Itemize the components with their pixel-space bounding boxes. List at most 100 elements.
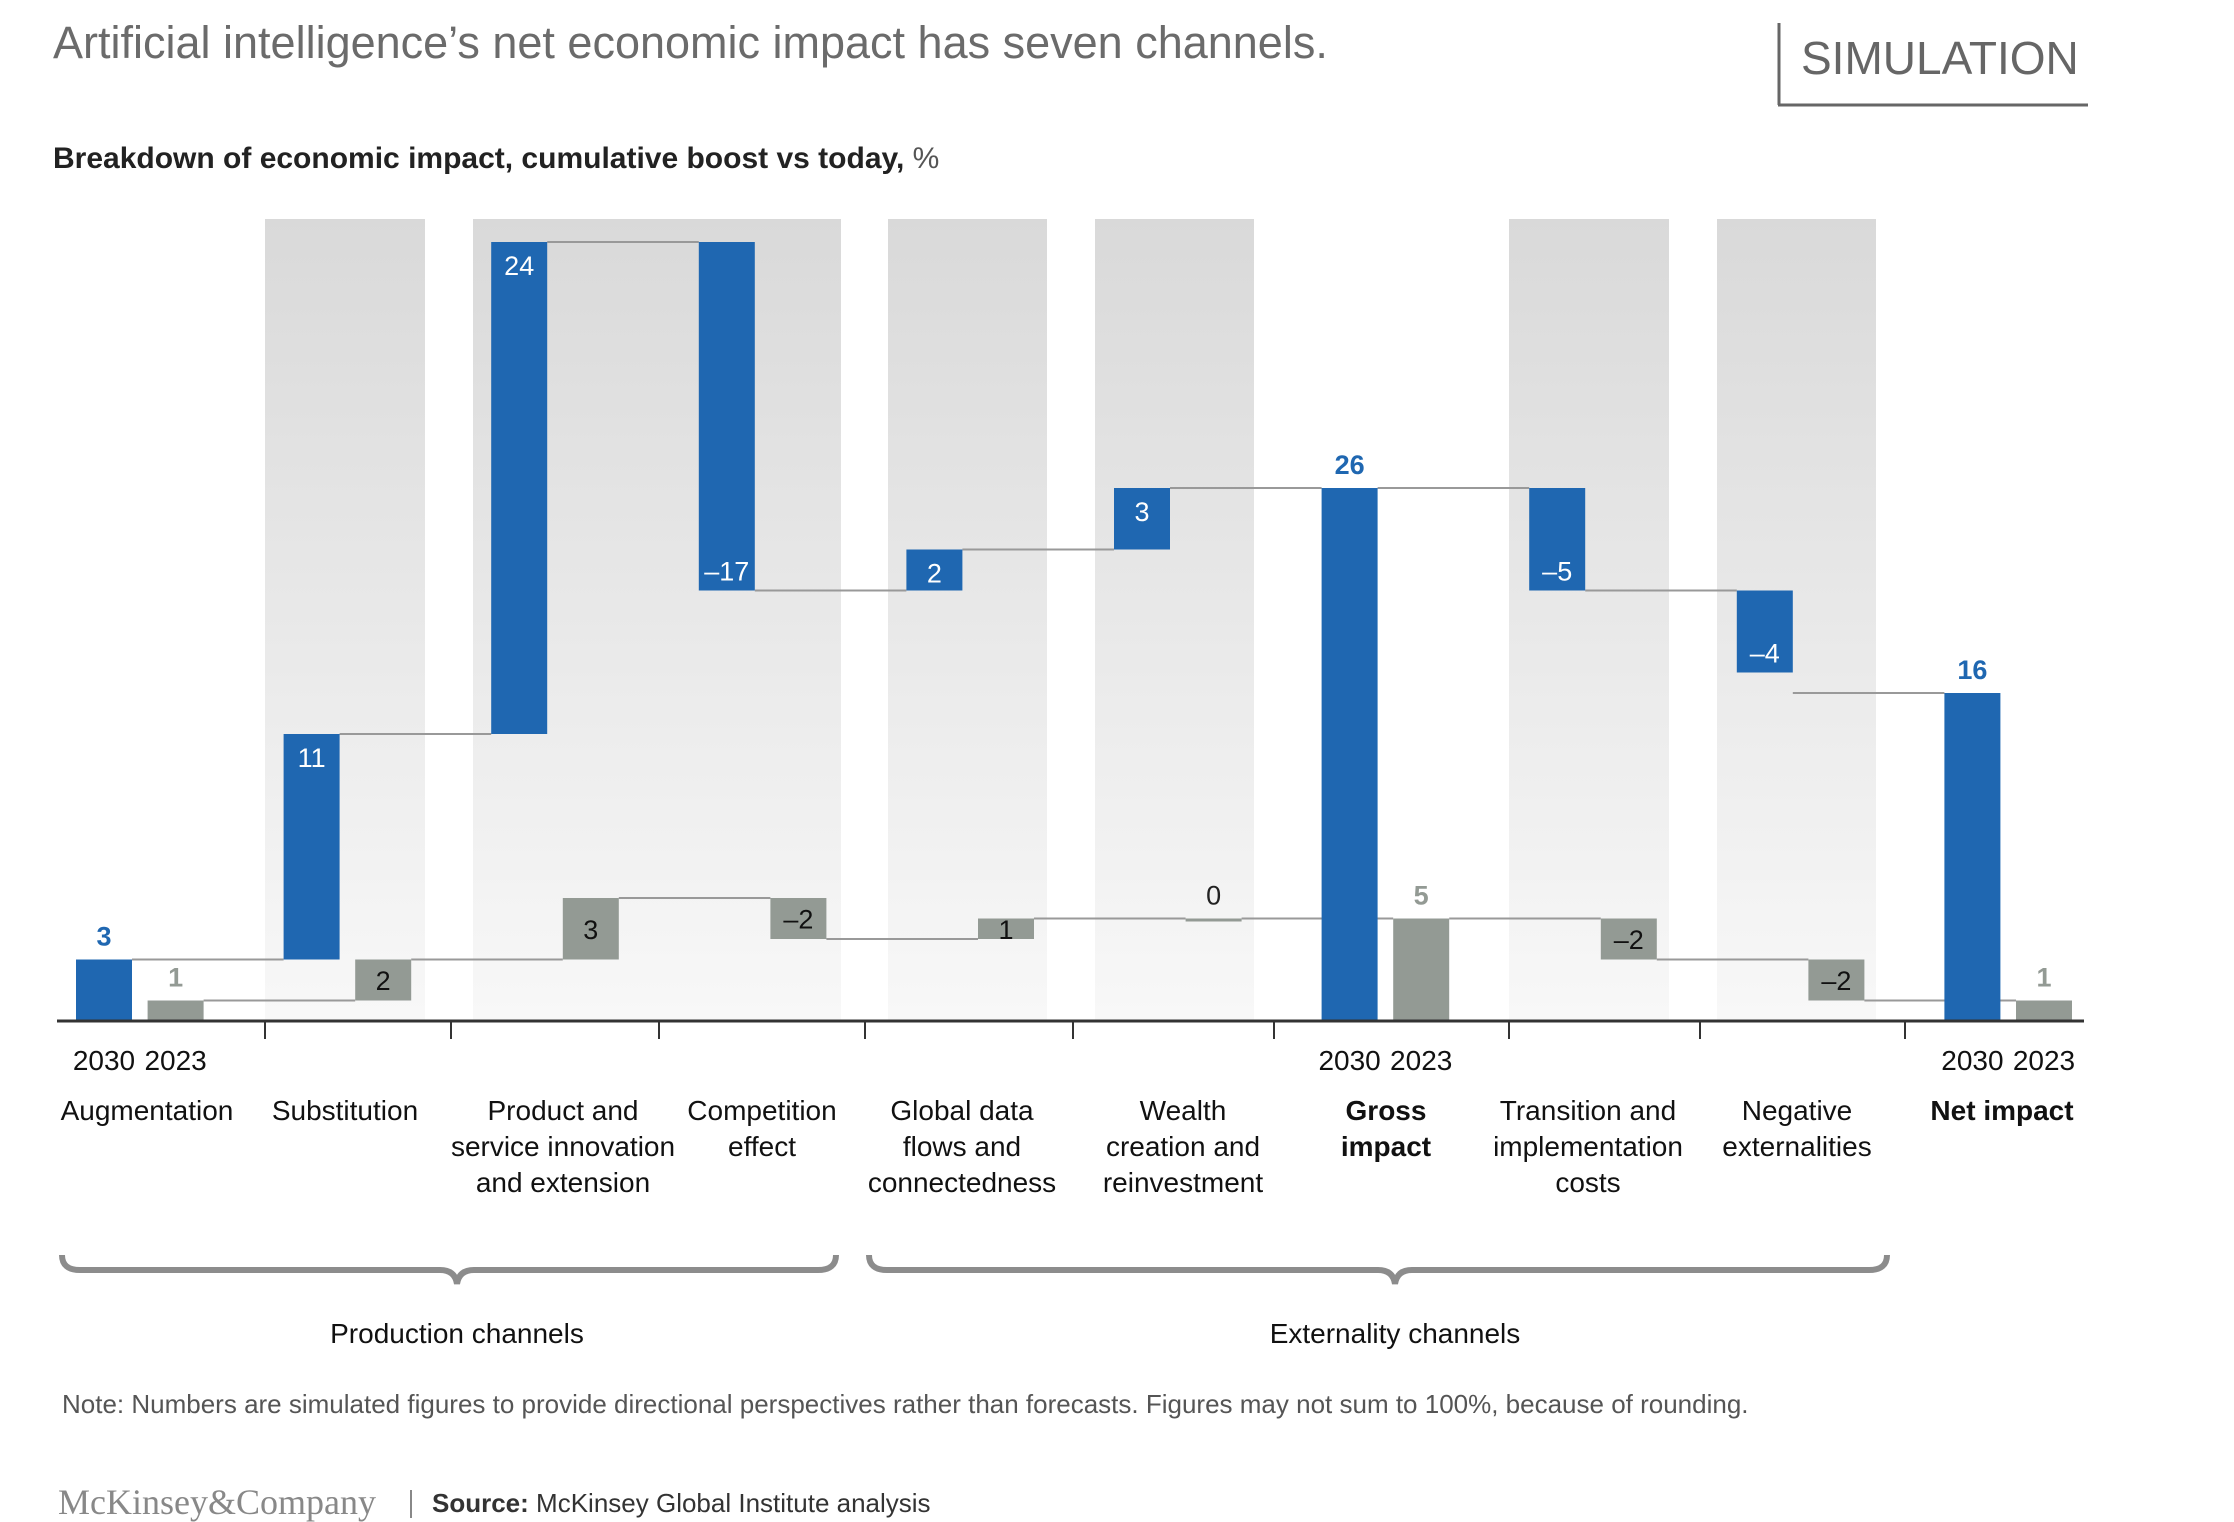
group-label-production: Production channels <box>330 1318 584 1349</box>
category-label-line: effect <box>728 1131 796 1162</box>
category-labels: Augmentation 2030 2023 Substitution Product … <box>61 1045 2076 1198</box>
value-label-2023: 0 <box>1206 881 1221 911</box>
category-label-line: implementation <box>1493 1131 1683 1162</box>
value-label-2023: 1 <box>2036 963 2051 993</box>
bar-2023-9 <box>2016 1000 2072 1021</box>
category-label-line: Net impact <box>1930 1095 2073 1126</box>
category-label: Transition and implementation costs <box>1493 1095 1683 1198</box>
category-label-line: reinvestment <box>1103 1167 1264 1198</box>
value-label-2030: –5 <box>1542 557 1572 587</box>
year-label: 2030 <box>1941 1045 2003 1076</box>
category-label-line: Substitution <box>272 1095 418 1126</box>
value-label-2030: –17 <box>704 557 749 587</box>
value-label-2030: –4 <box>1750 639 1780 669</box>
value-label-2023: 1 <box>998 915 1013 945</box>
group-label-externality: Externality channels <box>1270 1318 1521 1349</box>
bar-2023-8 <box>1808 959 1865 1001</box>
category-label-line: Negative <box>1742 1095 1853 1126</box>
bar-2030-7 <box>1529 488 1586 591</box>
category-label-line: Product and <box>488 1095 639 1126</box>
background-band <box>888 219 1047 1021</box>
page-title: Artificial intelligence’s net economic i… <box>53 17 1328 68</box>
category-label: Wealth creation and reinvestment <box>1103 1095 1264 1198</box>
value-label-2023: –2 <box>783 905 813 935</box>
bar-2023-0 <box>147 1000 204 1021</box>
year-label: 2023 <box>144 1045 206 1076</box>
bar-2023-5 <box>1185 918 1242 922</box>
year-label: 2023 <box>1390 1045 1452 1076</box>
value-label-2030: 3 <box>96 922 111 952</box>
value-labels: 3 11 24 –17 2 3 26 –5 –4 16 1 2 3 –2 1 0 5 –2 –2 1 <box>96 251 2051 996</box>
category-label-line: Gross <box>1346 1095 1427 1126</box>
category-label: Net impact <box>1930 1095 2073 1126</box>
subtitle-text: Breakdown of economic impact, cumulative… <box>53 142 904 175</box>
value-label-2023: –2 <box>1821 966 1851 996</box>
bar-2030-6 <box>1321 488 1378 1021</box>
category-label-line: impact <box>1341 1131 1431 1162</box>
chart-subtitle: Breakdown of economic impact, cumulative… <box>53 142 939 175</box>
category-label-line: costs <box>1555 1167 1620 1198</box>
bars <box>76 242 2072 1021</box>
year-label: 2030 <box>1318 1045 1380 1076</box>
category-label-line: service innovation <box>451 1131 675 1162</box>
bar-2030-2 <box>491 242 548 734</box>
subtitle-unit: % <box>913 142 940 175</box>
category-label: Gross impact <box>1341 1095 1431 1162</box>
bar-2030-1 <box>283 734 340 960</box>
value-label-2023: 1 <box>168 963 183 993</box>
footnote: Note: Numbers are simulated figures to p… <box>62 1389 1749 1419</box>
year-label: 2023 <box>2013 1045 2075 1076</box>
category-label-line: externalities <box>1722 1131 1871 1162</box>
category-label-line: and extension <box>476 1167 650 1198</box>
category-label: Competition effect <box>687 1095 836 1162</box>
category-label-line: Global data <box>890 1095 1034 1126</box>
bar-2030-9 <box>1944 693 2001 1021</box>
category-label: Negative externalities <box>1722 1095 1871 1162</box>
bar-2030-3 <box>698 242 755 591</box>
source-text: McKinsey Global Institute analysis <box>536 1488 931 1518</box>
category-label-line: connectedness <box>868 1167 1056 1198</box>
category-label: Product and service innovation and extensi… <box>451 1095 675 1198</box>
source: Source: McKinsey Global Institute analys… <box>432 1488 931 1518</box>
category-label-line: Transition and <box>1500 1095 1676 1126</box>
category-label-line: flows and <box>903 1131 1021 1162</box>
value-label-2030: 2 <box>927 559 942 589</box>
source-label: Source: <box>432 1488 529 1518</box>
category-label-line: Augmentation <box>61 1095 234 1126</box>
bar-2030-8 <box>1736 590 1793 673</box>
value-label-2023: 2 <box>376 966 391 996</box>
category-label-line: Competition <box>687 1095 836 1126</box>
category-label-line: Wealth <box>1140 1095 1227 1126</box>
background-band <box>1095 219 1254 1021</box>
bar-2030-0 <box>76 959 132 1021</box>
category-label: Augmentation <box>61 1095 234 1126</box>
bar-2023-6 <box>1393 918 1450 1021</box>
brace-production: Production channels <box>59 1254 839 1349</box>
bar-2023-1 <box>355 959 412 1001</box>
value-label-2030: 16 <box>1957 655 1987 685</box>
value-label-2023: 3 <box>583 915 598 945</box>
simulation-label: SIMULATION <box>1801 32 2079 84</box>
brace-externality: Externality channels <box>866 1254 1890 1349</box>
value-label-2023: 5 <box>1414 881 1429 911</box>
bar-2030-4 <box>906 549 963 591</box>
mckinsey-logo: McKinsey&Company <box>58 1482 376 1522</box>
category-label-line: creation and <box>1106 1131 1260 1162</box>
value-label-2030: 26 <box>1335 450 1365 480</box>
bar-2023-3 <box>770 898 827 939</box>
value-label-2030: 3 <box>1134 497 1149 527</box>
bar-2023-2 <box>562 898 619 960</box>
bar-2030-5 <box>1114 488 1170 550</box>
value-label-2030: 24 <box>504 251 534 281</box>
bar-2023-4 <box>978 918 1034 939</box>
category-label: Substitution <box>272 1095 418 1126</box>
background-band <box>1509 219 1669 1021</box>
simulation-badge: SIMULATION <box>1777 23 2088 107</box>
category-label: Global data flows and connectedness <box>868 1095 1056 1198</box>
year-label: 2030 <box>73 1045 135 1076</box>
value-label-2030: 11 <box>298 743 326 773</box>
x-axis <box>57 1019 2084 1039</box>
value-label-2023: –2 <box>1614 925 1644 955</box>
bar-2023-7 <box>1600 918 1657 960</box>
